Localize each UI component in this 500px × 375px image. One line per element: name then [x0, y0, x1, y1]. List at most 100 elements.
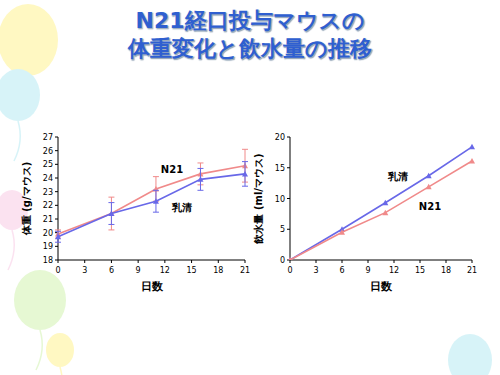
- y-tick: [287, 167, 290, 168]
- error-cap: [55, 229, 61, 230]
- x-tick-label: 21: [240, 266, 250, 275]
- x-tick-label: 12: [389, 266, 399, 275]
- error-bar: [55, 231, 61, 242]
- balloon-string: [14, 121, 20, 161]
- slide-title: 体重変化と飲水量の推移: [127, 36, 372, 61]
- error-bar: [153, 190, 159, 212]
- plot-area: [287, 144, 475, 260]
- y-tick-label: 23: [43, 188, 53, 197]
- x-tick: [316, 260, 317, 263]
- y-tick: [55, 246, 58, 247]
- marker: [153, 186, 159, 192]
- x-tick-label: 18: [441, 266, 451, 275]
- error-cap: [108, 229, 114, 230]
- x-tick: [290, 260, 291, 263]
- y-tick-label: 21: [43, 215, 53, 224]
- x-tick: [420, 260, 421, 263]
- series-line: [58, 174, 245, 237]
- y-tick: [55, 164, 58, 165]
- y-axis: [58, 137, 59, 260]
- y-axis-label: 飲水量 (ml/マウス): [253, 153, 264, 244]
- error-cap: [153, 212, 159, 213]
- marker: [426, 173, 432, 179]
- marker: [197, 176, 203, 182]
- marker: [339, 229, 345, 235]
- x-tick-label: 21: [467, 266, 477, 275]
- x-axis: [58, 260, 245, 261]
- x-tick: [111, 260, 112, 263]
- error-cap: [197, 190, 203, 191]
- slide: N21経口投与マウスの体重変化と飲水量の推移181920212223242526…: [0, 0, 500, 375]
- plot-area: [55, 149, 248, 242]
- error-cap: [242, 149, 248, 150]
- y-tick-label: 20: [43, 229, 53, 238]
- y-tick: [55, 178, 58, 179]
- error-cap: [153, 190, 159, 191]
- x-tick-label: 3: [82, 266, 87, 275]
- y-tick-label: 26: [43, 147, 53, 156]
- y-tick-label: 10: [275, 195, 285, 204]
- x-axis: [290, 260, 472, 261]
- y-tick: [287, 198, 290, 199]
- series-label: 乳清: [387, 171, 408, 182]
- y-tick-label: 24: [43, 174, 53, 183]
- y-tick: [55, 205, 58, 206]
- marker: [242, 171, 248, 177]
- marker: [287, 257, 293, 260]
- x-tick: [446, 260, 447, 263]
- x-tick-label: 15: [415, 266, 425, 275]
- y-tick-label: 27: [43, 133, 53, 142]
- x-axis-label: 日数: [141, 280, 164, 293]
- x-tick-label: 6: [339, 266, 344, 275]
- x-tick-label: 12: [160, 266, 170, 275]
- error-bar: [108, 203, 114, 225]
- y-tick: [55, 137, 58, 138]
- x-tick: [164, 260, 165, 263]
- balloon-string: [56, 367, 62, 375]
- x-tick: [191, 260, 192, 263]
- marker: [469, 144, 475, 150]
- x-axis-label: 日数: [370, 280, 393, 293]
- marker: [426, 184, 432, 190]
- x-tick: [472, 260, 473, 263]
- x-tick-label: 3: [313, 266, 318, 275]
- balloon-string: [8, 230, 14, 270]
- chart: 18192021222324252627036912151821日数体重 (g/…: [21, 133, 250, 293]
- error-cap: [108, 202, 114, 203]
- slide-title: N21経口投与マウスの: [135, 8, 364, 33]
- x-tick-label: 15: [186, 266, 196, 275]
- series-label: N21: [419, 201, 441, 212]
- x-tick-label: 18: [213, 266, 223, 275]
- marker: [382, 200, 388, 206]
- x-tick: [218, 260, 219, 263]
- balloon: [46, 333, 74, 367]
- balloon: [0, 4, 58, 76]
- error-bar: [197, 168, 203, 190]
- error-bar: [242, 162, 248, 187]
- error-cap: [153, 176, 159, 177]
- error-cap: [242, 186, 248, 187]
- x-tick: [84, 260, 85, 263]
- error-cap: [197, 162, 203, 163]
- balloon-string: [36, 330, 42, 370]
- marker: [55, 234, 61, 240]
- y-axis-label: 体重 (g/マウス): [21, 162, 32, 236]
- series-line: [290, 147, 472, 260]
- balloon: [14, 270, 66, 330]
- marker: [108, 211, 114, 217]
- series-line: [290, 161, 472, 260]
- y-tick: [55, 150, 58, 151]
- error-cap: [108, 197, 114, 198]
- x-tick-label: 6: [109, 266, 114, 275]
- series-label: 乳清: [171, 202, 192, 213]
- y-tick: [55, 219, 58, 220]
- y-tick-label: 0: [280, 256, 285, 265]
- x-tick: [58, 260, 59, 263]
- y-tick-label: 18: [43, 256, 53, 265]
- x-tick-label: 9: [365, 266, 370, 275]
- x-tick: [394, 260, 395, 263]
- marker: [153, 198, 159, 204]
- series-label: N21: [161, 164, 183, 175]
- y-tick-label: 25: [43, 160, 53, 169]
- decoration: [0, 4, 492, 375]
